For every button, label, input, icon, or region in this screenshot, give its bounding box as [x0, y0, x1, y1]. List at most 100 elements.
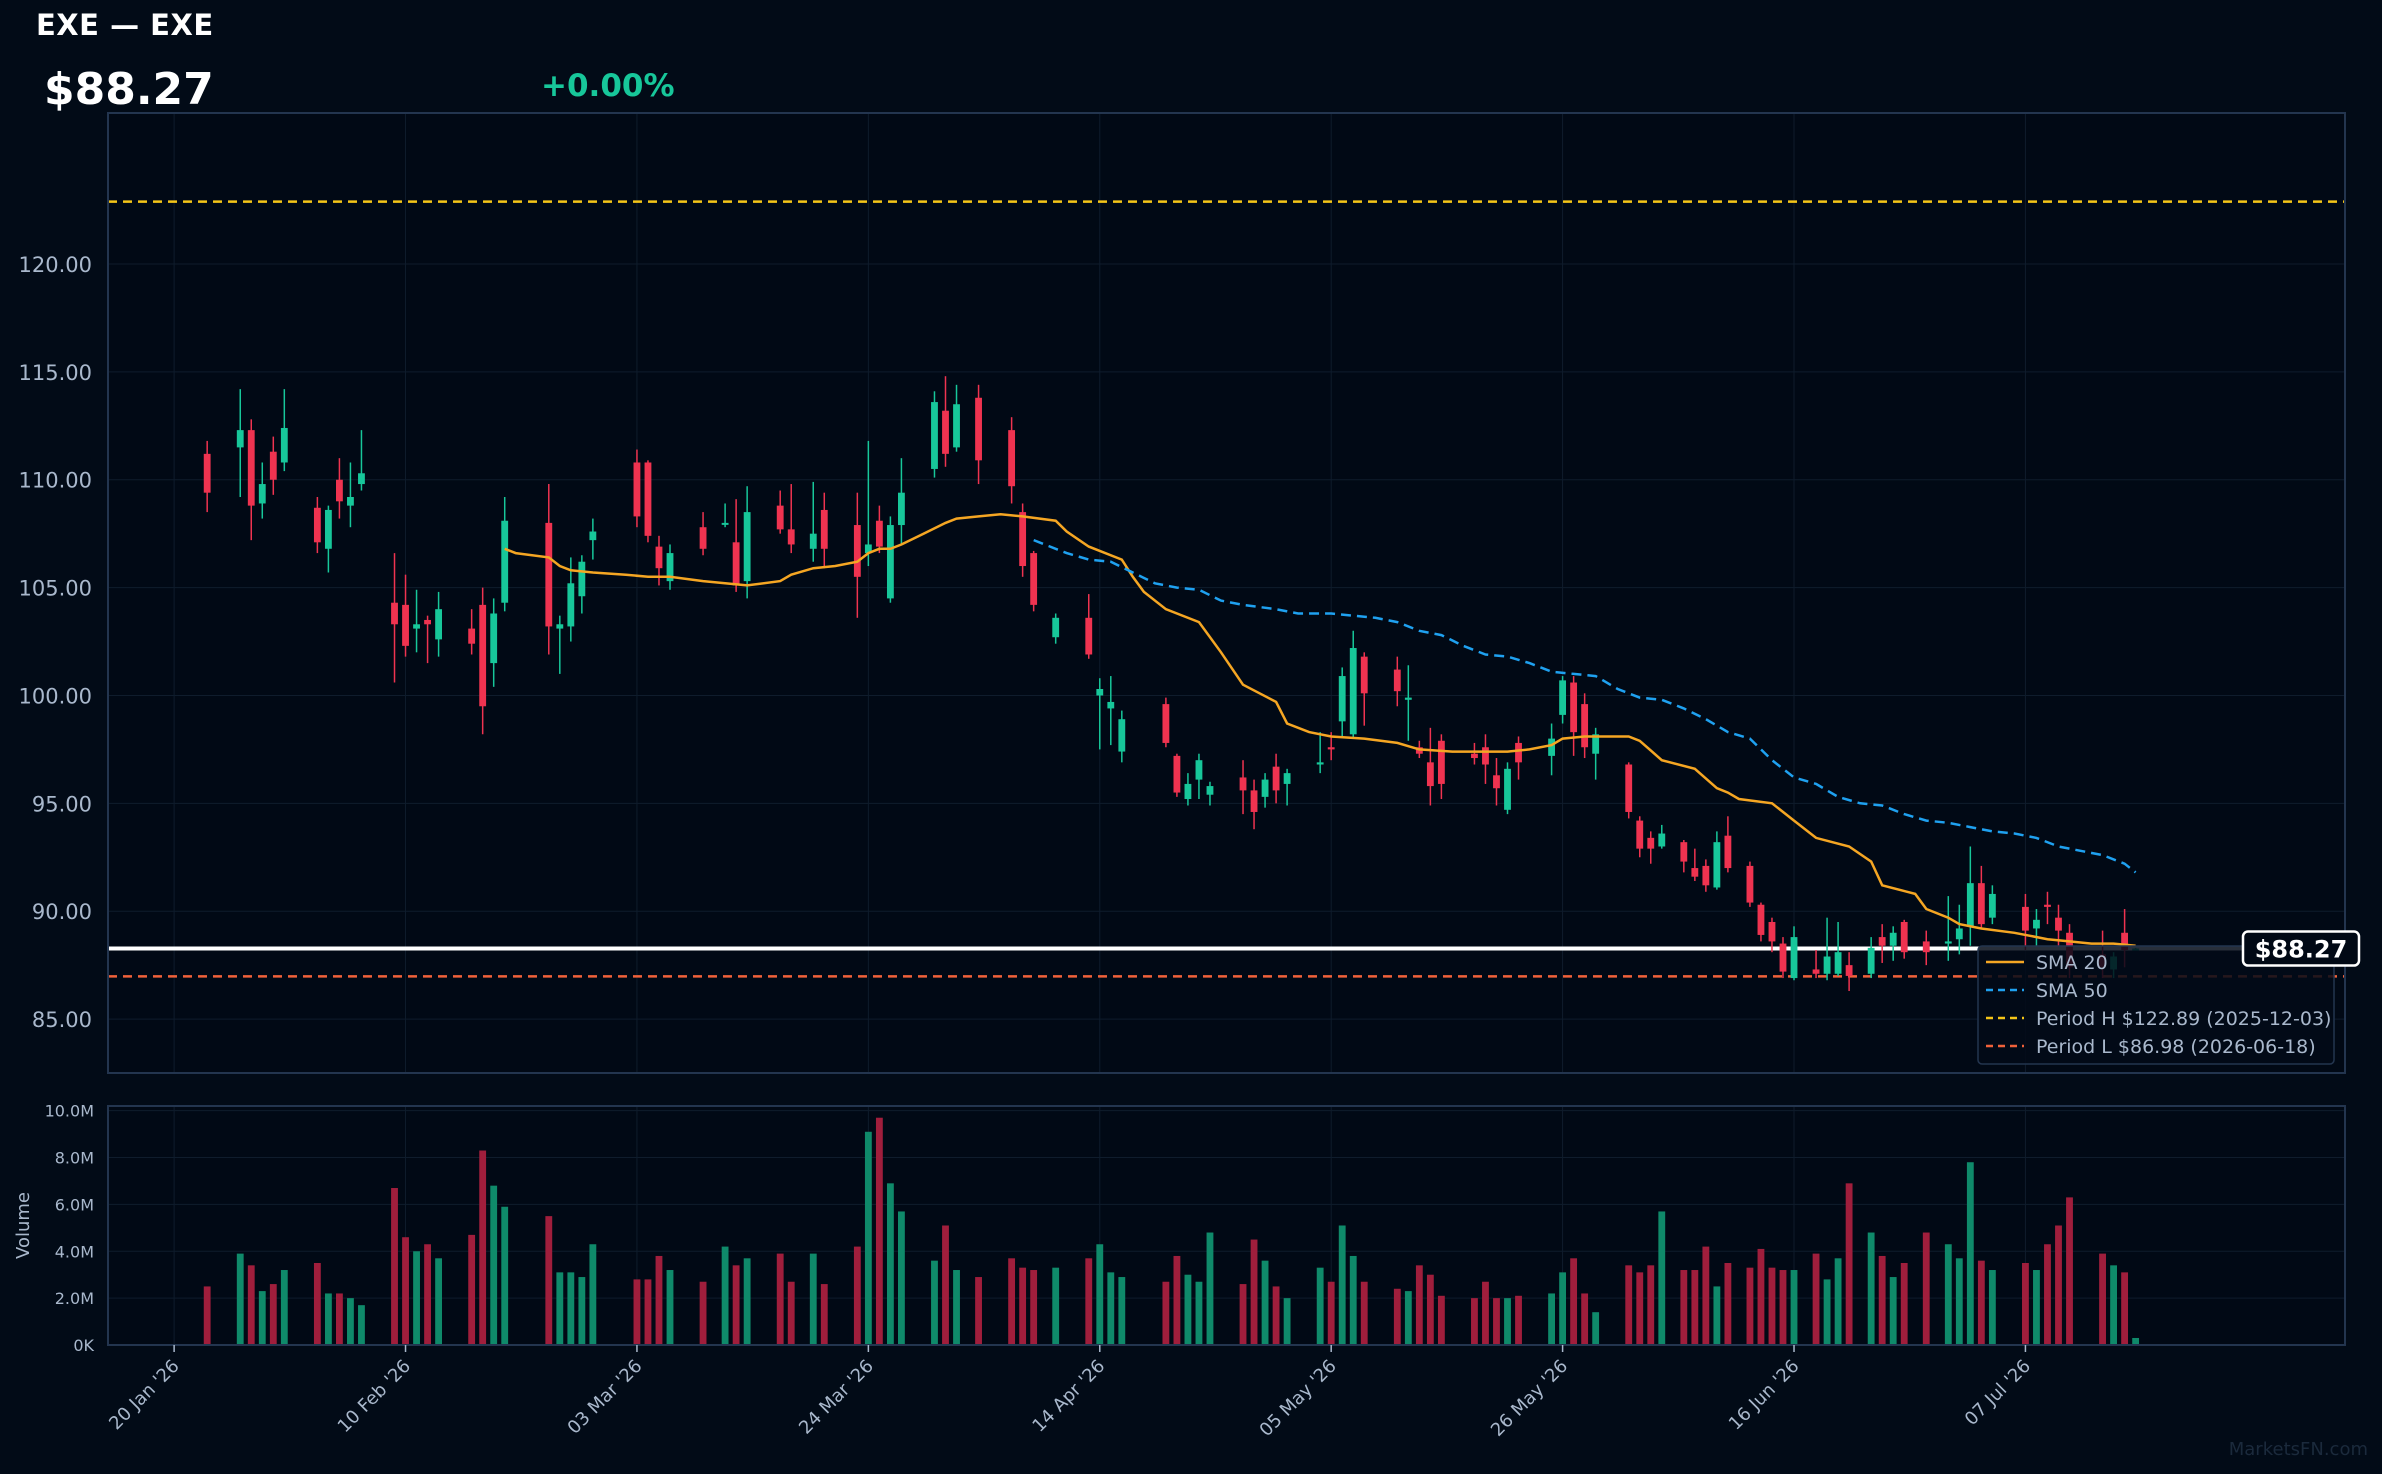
candle-down — [1922, 941, 1930, 953]
volume-bar — [776, 1253, 784, 1345]
current-price: $88.27 — [44, 64, 214, 115]
candle-up — [1944, 941, 1952, 944]
volume-bar — [820, 1284, 828, 1345]
x-tick-label: 05 May '26 — [1256, 1356, 1341, 1441]
candle-up — [1316, 762, 1324, 765]
candle-down — [2121, 932, 2129, 951]
candle-up — [931, 402, 938, 469]
volume-bar — [501, 1206, 509, 1345]
candle-down — [313, 507, 321, 543]
volume-tick-label: 2.0M — [55, 1289, 94, 1308]
volume-bar — [578, 1277, 586, 1345]
volume-bar — [1768, 1267, 1776, 1345]
volume-bar — [2055, 1225, 2062, 1345]
candle-down — [1680, 842, 1688, 862]
candle-down — [633, 462, 641, 517]
volume-bar — [1647, 1265, 1655, 1345]
volume-bar — [1790, 1270, 1798, 1345]
price-change: +0.00% — [541, 68, 675, 104]
candle-up — [1261, 779, 1269, 797]
volume-bar — [1724, 1262, 1732, 1345]
candle-up — [1107, 701, 1115, 709]
candle-down — [1647, 837, 1655, 849]
candle-down — [776, 505, 784, 530]
volume-bar — [864, 1131, 872, 1345]
candle-up — [1283, 773, 1291, 784]
candle-down — [1008, 430, 1016, 487]
candle-down — [1493, 775, 1500, 789]
volume-bar — [853, 1246, 861, 1345]
candle-down — [1900, 921, 1908, 953]
candle-up — [1349, 648, 1357, 735]
volume-bar — [1316, 1267, 1324, 1345]
candle-down — [2055, 917, 2062, 931]
candle-up — [1988, 893, 1996, 918]
panel-frames — [107, 112, 2346, 1346]
volume-bar — [1239, 1284, 1247, 1345]
candle-down — [1482, 747, 1489, 765]
volume-bar — [545, 1216, 553, 1345]
volume-bar — [2110, 1265, 2118, 1345]
candle-up — [567, 583, 575, 627]
volume-bar — [644, 1279, 652, 1345]
candle-up — [490, 613, 498, 664]
candle-down — [1581, 704, 1589, 748]
volume-bar — [236, 1253, 244, 1345]
candle-up — [1195, 760, 1203, 780]
x-tick-label: 07 Jul '26 — [1961, 1356, 2035, 1430]
volume-bar — [1118, 1277, 1126, 1345]
x-tick-label: 14 Apr '26 — [1028, 1356, 1109, 1437]
volume-bar — [1889, 1277, 1897, 1345]
volume-bar — [886, 1183, 894, 1345]
volume-bar — [1195, 1281, 1203, 1345]
watermark: MarketsFN.com — [2228, 1439, 2368, 1460]
volume-bar — [1548, 1293, 1555, 1345]
candle-up — [1966, 883, 1974, 927]
price-tick-label: 120.00 — [19, 253, 92, 277]
volume-bar — [1625, 1265, 1633, 1345]
price-panel-bg — [108, 113, 2345, 1073]
volume-bars — [203, 1117, 2140, 1345]
price-tick-label: 85.00 — [32, 1008, 92, 1032]
candle-down — [1757, 904, 1765, 935]
candle-up — [556, 624, 564, 629]
candle-down — [1085, 617, 1093, 655]
candle-up — [1889, 932, 1897, 946]
candle-up — [501, 520, 509, 603]
candle-down — [875, 520, 883, 547]
grid-lines — [108, 113, 2345, 1346]
candle-up — [280, 427, 288, 463]
candle-down — [699, 527, 707, 549]
volume-bar — [2044, 1244, 2051, 1345]
volume-tick-label: 8.0M — [55, 1149, 94, 1168]
candle-down — [975, 397, 982, 461]
candle-down — [1239, 777, 1247, 791]
volume-bar — [479, 1150, 487, 1345]
volume-bar — [1360, 1281, 1368, 1345]
candle-down — [1030, 553, 1038, 605]
volume-bar — [1944, 1244, 1952, 1345]
sma50-line — [1033, 538, 2137, 874]
candle-up — [743, 512, 751, 582]
candle-up — [1184, 783, 1192, 800]
price-panel-frame — [107, 112, 2346, 1074]
volume-bar — [1250, 1239, 1258, 1345]
volume-bar — [313, 1262, 321, 1345]
legend-label: Period L $86.98 (2026-06-18) — [2036, 1036, 2316, 1058]
volume-bar — [1592, 1312, 1600, 1345]
volume-bar — [2066, 1197, 2073, 1345]
chart-title: EXE — EXE — [36, 8, 214, 42]
candle-down — [1360, 656, 1368, 694]
candle-up — [1790, 937, 1798, 979]
candle-down — [1327, 747, 1335, 750]
candle-up — [1052, 617, 1060, 638]
volume-bar — [1482, 1281, 1489, 1345]
volume-bar — [1493, 1298, 1500, 1345]
volume-tick-label: 6.0M — [55, 1195, 94, 1214]
legend-label: Period H $122.89 (2025-12-03) — [2036, 1008, 2331, 1030]
volume-tick-label: 4.0M — [55, 1242, 94, 1261]
candle-up — [953, 404, 960, 448]
candle-down — [1019, 512, 1027, 567]
volume-bar — [358, 1305, 365, 1345]
candle-up — [1096, 689, 1104, 696]
